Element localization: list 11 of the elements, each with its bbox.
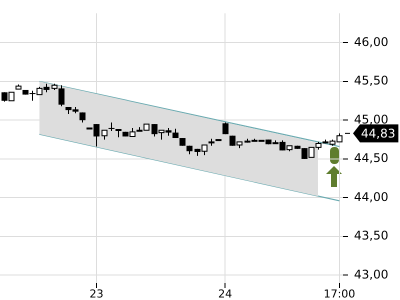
y-tick-label: 45,00: [354, 112, 388, 126]
y-tick-label: 46,00: [354, 34, 388, 49]
y-tick-label: 43,00: [354, 267, 388, 282]
y-tick-label: 44,50: [354, 151, 388, 166]
y-tick-label: 45,50: [354, 74, 388, 88]
y-tick-label: 43,50: [354, 228, 388, 243]
y-tick-label: 44,00: [354, 190, 388, 204]
x-tick-label: 23: [89, 287, 104, 300]
ref-line-label: 44,83: [361, 126, 396, 140]
x-tick-label: 17:00: [324, 287, 356, 300]
x-tick-label: 24: [218, 287, 232, 300]
